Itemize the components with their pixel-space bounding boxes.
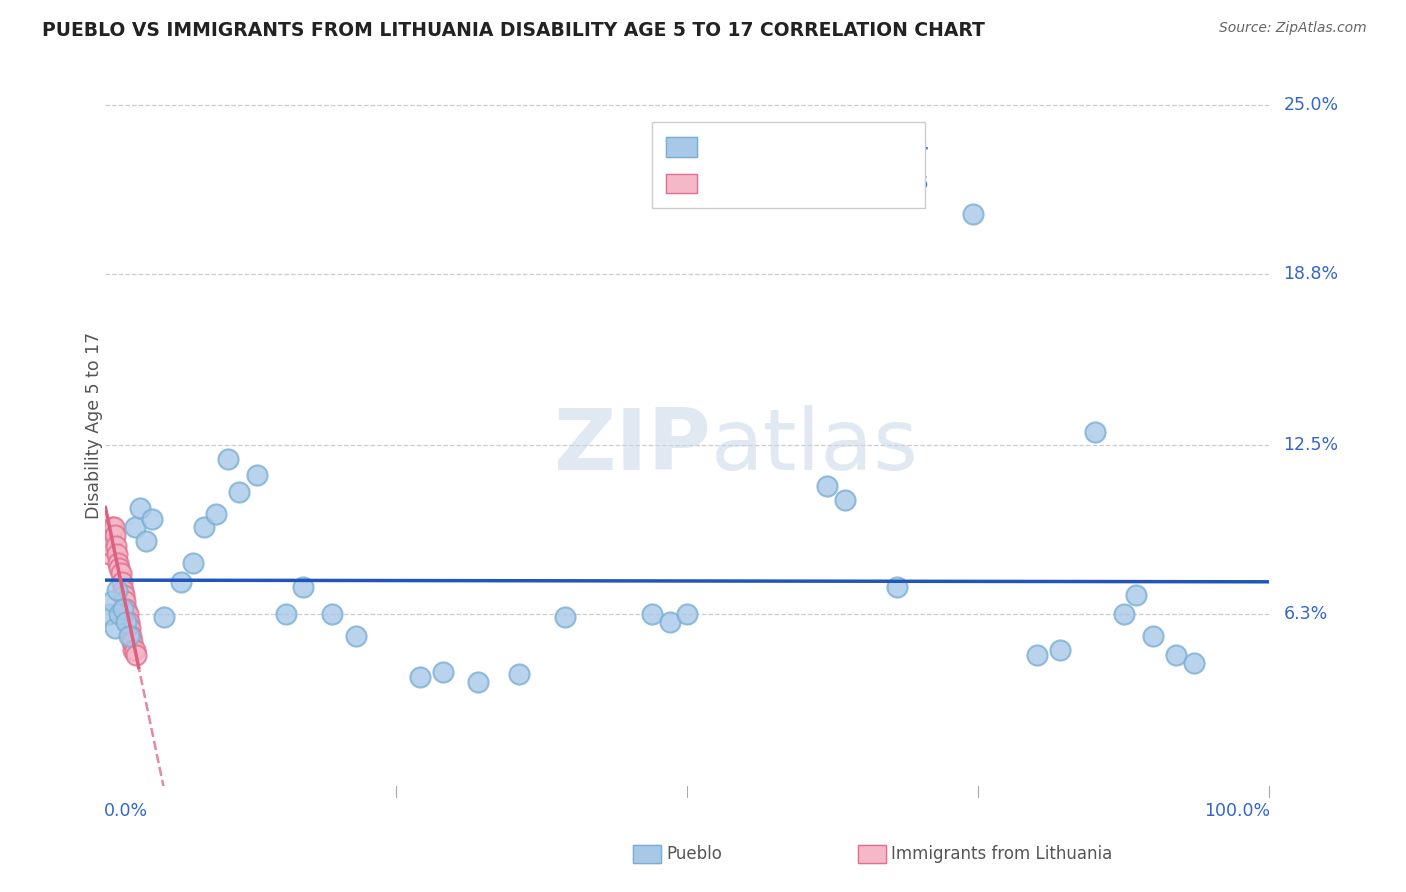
Point	[141, 512, 163, 526]
Point	[205, 507, 228, 521]
Text: atlas: atlas	[710, 405, 918, 488]
Point	[104, 539, 127, 553]
Point	[152, 610, 174, 624]
Point	[554, 610, 576, 624]
Text: Pueblo: Pueblo	[666, 845, 723, 863]
Text: 6.3%: 6.3%	[1284, 606, 1327, 624]
Point	[1084, 425, 1107, 439]
Point	[962, 207, 984, 221]
Point	[193, 520, 215, 534]
Point	[124, 648, 146, 662]
Point	[135, 533, 157, 548]
Text: 0.0%: 0.0%	[104, 802, 149, 820]
Point	[124, 642, 146, 657]
Point	[408, 670, 430, 684]
Point	[97, 607, 120, 622]
Point	[321, 607, 343, 622]
Point	[129, 501, 152, 516]
Point	[111, 602, 134, 616]
Point	[886, 580, 908, 594]
Text: R = 0.540: R = 0.540	[706, 175, 789, 193]
Point	[1025, 648, 1047, 662]
Point	[432, 665, 454, 679]
Point	[228, 484, 250, 499]
Point	[114, 593, 136, 607]
Text: N = 25: N = 25	[866, 175, 928, 193]
Point	[121, 634, 143, 648]
Point	[101, 593, 124, 607]
Point	[101, 520, 124, 534]
Point	[246, 468, 269, 483]
Point	[815, 479, 838, 493]
Point	[1142, 629, 1164, 643]
Point	[115, 615, 138, 630]
Text: ZIP: ZIP	[553, 405, 710, 488]
Point	[97, 533, 120, 548]
Point	[115, 602, 138, 616]
Point	[1112, 607, 1135, 622]
Text: 100.0%: 100.0%	[1205, 802, 1271, 820]
Point	[676, 607, 699, 622]
Point	[98, 528, 121, 542]
Point	[110, 566, 132, 581]
Point	[111, 574, 134, 589]
Point	[1125, 588, 1147, 602]
Text: Source: ZipAtlas.com: Source: ZipAtlas.com	[1219, 21, 1367, 35]
Point	[122, 642, 145, 657]
Point	[105, 547, 128, 561]
Point	[118, 615, 141, 630]
Point	[112, 588, 135, 602]
Point	[834, 492, 856, 507]
Point	[181, 556, 204, 570]
Point	[344, 629, 367, 643]
Text: R = 0.025: R = 0.025	[706, 138, 789, 156]
Point	[108, 607, 131, 622]
Point	[104, 528, 127, 542]
Point	[108, 561, 131, 575]
Point	[118, 629, 141, 643]
Point	[118, 621, 141, 635]
Point	[1166, 648, 1188, 662]
Point	[1049, 642, 1071, 657]
Point	[658, 615, 681, 630]
Point	[103, 520, 125, 534]
Point	[120, 629, 142, 643]
Point	[107, 556, 129, 570]
Point	[117, 607, 139, 622]
Point	[1182, 657, 1205, 671]
Point	[97, 547, 120, 561]
Point	[274, 607, 297, 622]
Text: PUEBLO VS IMMIGRANTS FROM LITHUANIA DISABILITY AGE 5 TO 17 CORRELATION CHART: PUEBLO VS IMMIGRANTS FROM LITHUANIA DISA…	[42, 21, 986, 39]
Point	[170, 574, 193, 589]
Y-axis label: Disability Age 5 to 17: Disability Age 5 to 17	[86, 332, 103, 518]
Text: 18.8%: 18.8%	[1284, 265, 1339, 283]
Point	[105, 582, 128, 597]
Point	[124, 520, 146, 534]
Text: N = 44: N = 44	[866, 138, 928, 156]
Point	[641, 607, 664, 622]
Point	[111, 582, 134, 597]
Point	[217, 452, 239, 467]
Point	[104, 621, 127, 635]
Point	[292, 580, 315, 594]
Text: 25.0%: 25.0%	[1284, 96, 1339, 114]
Point	[508, 667, 530, 681]
Point	[467, 675, 489, 690]
Text: Immigrants from Lithuania: Immigrants from Lithuania	[891, 845, 1112, 863]
Text: 12.5%: 12.5%	[1284, 436, 1339, 454]
Point	[100, 539, 122, 553]
